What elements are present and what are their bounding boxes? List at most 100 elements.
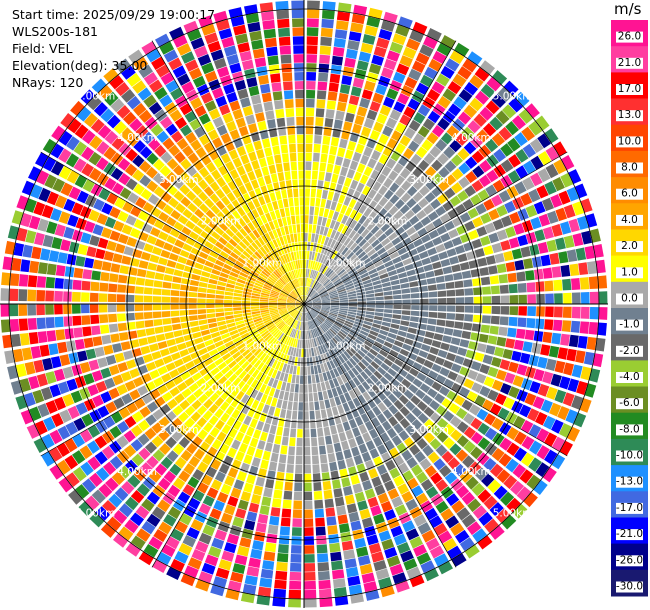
velocity-gate	[525, 232, 537, 244]
velocity-gate	[521, 378, 533, 391]
velocity-gate	[258, 275, 267, 282]
velocity-gate	[277, 305, 287, 308]
velocity-gate	[248, 190, 257, 200]
velocity-gate	[132, 376, 144, 388]
velocity-gate	[552, 177, 565, 192]
velocity-gate	[266, 323, 275, 330]
velocity-gate	[162, 318, 172, 325]
velocity-gate	[180, 449, 193, 462]
velocity-gate	[259, 83, 271, 94]
velocity-gate	[301, 295, 304, 304]
velocity-gate	[247, 170, 256, 181]
velocity-gate	[344, 206, 353, 217]
velocity-gate	[119, 265, 130, 275]
velocity-gate	[286, 304, 296, 306]
velocity-gate	[264, 365, 271, 375]
velocity-gate	[101, 445, 115, 460]
velocity-gate	[48, 250, 60, 263]
velocity-gate	[278, 266, 285, 275]
velocity-gate	[297, 287, 301, 296]
velocity-gate	[82, 179, 95, 193]
velocity-gate	[301, 304, 304, 312]
velocity-gate	[366, 138, 377, 149]
velocity-gate	[393, 162, 404, 174]
velocity-gate	[297, 429, 303, 438]
colorbar-tick-label: -1.0	[619, 319, 640, 331]
velocity-gate	[300, 312, 303, 322]
velocity-gate	[162, 137, 175, 150]
velocity-gate	[311, 293, 319, 299]
velocity-gate	[406, 185, 418, 197]
velocity-gate	[312, 302, 322, 304]
velocity-gate	[326, 285, 335, 291]
velocity-gate	[170, 290, 180, 297]
velocity-gate	[420, 560, 435, 574]
velocity-gate	[432, 50, 447, 64]
velocity-gate	[491, 242, 503, 254]
velocity-gate	[253, 531, 266, 542]
velocity-gate	[282, 499, 292, 509]
velocity-gate	[399, 114, 411, 126]
velocity-gate	[188, 304, 197, 309]
velocity-gate	[95, 467, 110, 482]
velocity-gate	[63, 304, 72, 315]
velocity-gate	[364, 261, 374, 269]
velocity-gate	[243, 287, 253, 293]
velocity-gate	[18, 304, 28, 316]
velocity-gate	[483, 376, 495, 388]
velocity-gate	[337, 404, 345, 415]
velocity-gate	[452, 73, 467, 87]
velocity-gate	[345, 227, 353, 237]
velocity-gate	[136, 329, 147, 338]
velocity-gate	[435, 326, 445, 334]
velocity-gate	[285, 473, 294, 482]
velocity-gate	[346, 566, 359, 578]
velocity-gate	[276, 280, 285, 287]
velocity-gate	[278, 298, 287, 301]
velocity-gate	[356, 288, 365, 293]
velocity-gate	[185, 89, 199, 102]
velocity-gate	[435, 500, 449, 514]
velocity-gate	[341, 440, 350, 451]
velocity-gate	[288, 598, 301, 608]
velocity-gate	[121, 65, 136, 80]
velocity-gate	[341, 225, 349, 235]
velocity-gate	[311, 179, 317, 189]
velocity-gate	[382, 409, 393, 420]
velocity-gate	[581, 230, 593, 245]
velocity-gate	[80, 461, 94, 476]
colorbar-tick-bg	[616, 319, 643, 331]
velocity-gate	[308, 311, 313, 320]
velocity-gate	[537, 241, 549, 254]
velocity-gate	[411, 305, 420, 311]
velocity-gate	[226, 416, 236, 427]
velocity-gate	[408, 248, 418, 257]
velocity-gate	[255, 476, 265, 487]
velocity-gate	[542, 267, 553, 279]
velocity-gate	[525, 270, 535, 281]
velocity-gate	[263, 551, 276, 562]
velocity-gate	[286, 301, 296, 303]
velocity-gate	[230, 333, 240, 340]
velocity-gate	[307, 339, 311, 348]
velocity-gate	[79, 445, 93, 460]
velocity-gate	[320, 294, 329, 299]
velocity-gate	[251, 295, 260, 299]
velocity-gate	[280, 323, 287, 332]
velocity-gate	[295, 455, 303, 465]
velocity-gate	[146, 48, 161, 63]
velocity-gate	[288, 252, 293, 262]
velocity-gate	[311, 437, 318, 447]
velocity-gate	[351, 408, 360, 418]
ring-label: 2.00km	[368, 382, 408, 394]
velocity-gate	[437, 95, 451, 109]
velocity-gate	[67, 405, 80, 420]
velocity-gate	[218, 324, 228, 331]
colorbar-tick-bg	[616, 529, 643, 541]
velocity-gate	[408, 321, 419, 329]
velocity-gate	[304, 402, 309, 411]
velocity-gate	[435, 205, 447, 217]
velocity-gate	[387, 488, 400, 500]
velocity-gate	[517, 317, 527, 328]
velocity-gate	[72, 229, 83, 242]
